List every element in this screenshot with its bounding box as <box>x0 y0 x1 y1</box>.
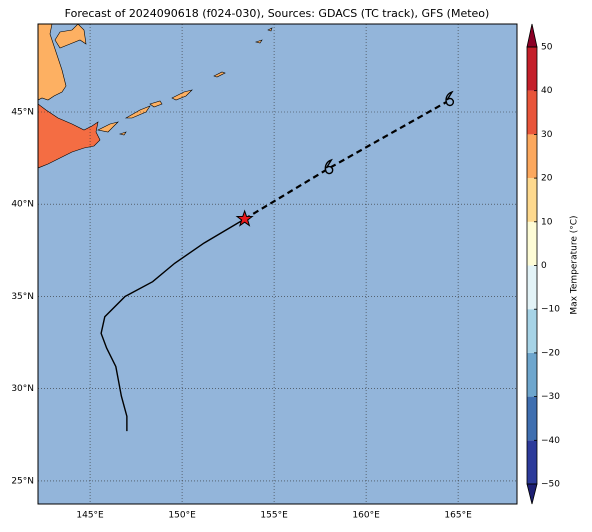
colorbar-tick-label: 0 <box>541 261 547 271</box>
colorbar-band <box>527 221 537 266</box>
x-tick-label: 155°E <box>260 511 288 521</box>
cyclone-symbol <box>445 90 455 107</box>
cyclone-symbol <box>324 158 334 175</box>
forecast-track <box>244 99 451 220</box>
y-tick-label: 45°N <box>11 107 34 117</box>
map-title: Forecast of 2024090618 (f024-030), Sourc… <box>65 7 490 20</box>
colorbar-band <box>527 178 537 222</box>
land-north <box>38 24 87 49</box>
colorbar-tick-label: −30 <box>541 392 560 402</box>
island <box>97 121 119 133</box>
axes: 145°E 150°E 155°E 160°E 165°E 25°N 30°N 35°N 40°… <box>11 107 472 520</box>
track <box>100 90 455 432</box>
colorbar-tick-label: −40 <box>541 436 560 446</box>
x-tick-label: 160°E <box>352 511 380 521</box>
colorbar-band <box>527 440 537 484</box>
colorbar-tick-label: −20 <box>541 348 560 358</box>
x-tick-label: 145°E <box>76 511 104 521</box>
land <box>38 24 273 169</box>
colorbar-band <box>527 396 537 441</box>
colorbar-band <box>527 352 537 397</box>
colorbar-tick-label: 10 <box>541 217 553 227</box>
land-sakhalin <box>38 24 67 101</box>
colorbar-band <box>527 47 537 91</box>
colorbar-band <box>527 90 537 135</box>
y-tick-label: 30°N <box>11 384 34 394</box>
current-position <box>235 209 254 227</box>
colorbar-band <box>527 309 537 353</box>
island <box>254 39 263 44</box>
grid <box>38 24 517 504</box>
colorbar-tick-label: −50 <box>541 480 560 490</box>
island <box>118 131 127 136</box>
ocean <box>38 24 517 504</box>
y-tick-label: 40°N <box>11 200 34 210</box>
colorbar-extend-over <box>526 23 538 48</box>
colorbar: −50 −40 −30 −20 −10 0 10 20 30 40 50 <box>526 23 560 505</box>
map-frame <box>37 23 518 505</box>
island <box>213 71 226 78</box>
colorbar-tick-label: −10 <box>541 305 560 315</box>
y-tick-label: 35°N <box>11 292 34 302</box>
colorbar-band <box>527 265 537 310</box>
observed-track <box>100 218 246 432</box>
island <box>267 27 273 32</box>
land-hokkaido <box>38 103 101 169</box>
colorbar-tick-label: 20 <box>541 174 553 184</box>
y-tick-label: 25°N <box>11 476 34 486</box>
colorbar-tick-label: 50 <box>541 43 553 53</box>
x-tick-label: 150°E <box>168 511 196 521</box>
colorbar-extend-under <box>526 483 538 505</box>
island <box>149 100 163 108</box>
colorbar-label: Max Temperature (°C) <box>570 215 580 314</box>
colorbar-tick-label: 30 <box>541 130 553 140</box>
colorbar-tick-label: 40 <box>541 86 553 96</box>
x-tick-label: 165°E <box>444 511 472 521</box>
colorbar-band <box>527 134 537 179</box>
